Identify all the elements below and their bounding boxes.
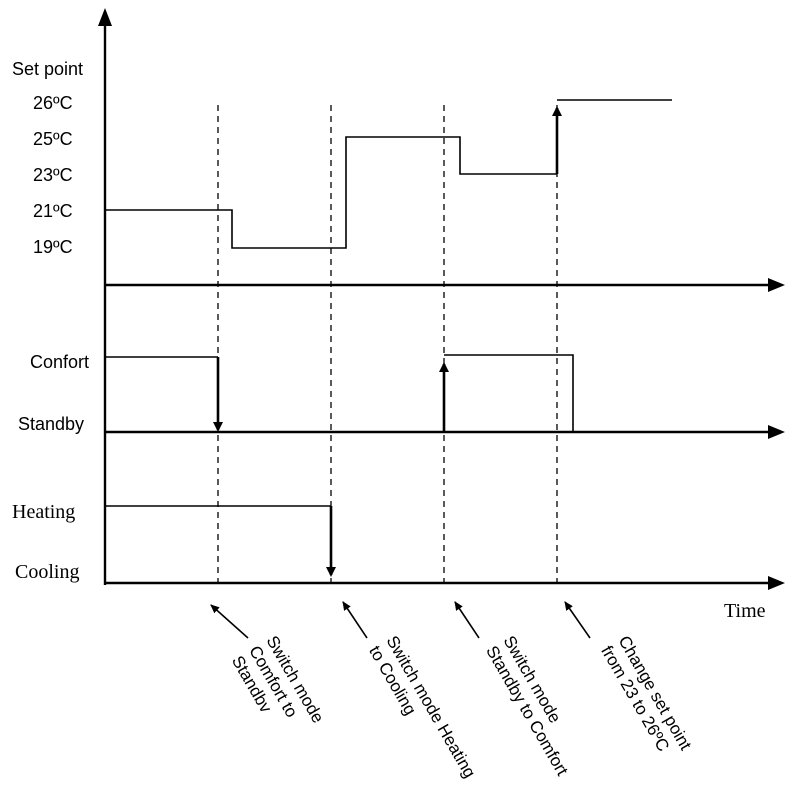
confort-trace-end <box>444 354 574 432</box>
event-note-1: Switch mode Comfort to Standbv <box>228 633 328 727</box>
standby-label: Standby <box>18 414 84 434</box>
event-note-2: Switch mode Heating to Cooling <box>365 633 479 782</box>
time-label: Time <box>724 600 766 622</box>
event-pointer-3 <box>454 601 480 639</box>
event-pointer-2 <box>342 601 368 639</box>
setpoint-axis-arrowhead <box>768 278 785 292</box>
setpoint-title: Set point <box>12 59 83 79</box>
mode-axis-arrowhead <box>768 425 785 439</box>
setpoint-trace <box>105 136 557 249</box>
setpoint-level-19: 19ºC <box>33 237 73 257</box>
heating-label: Heating <box>12 501 75 523</box>
hvac-axis-arrowhead <box>768 576 785 590</box>
cooling-label: Cooling <box>15 561 79 583</box>
event-pointer-1 <box>210 604 249 639</box>
setpoint-level-23: 23ºC <box>33 165 73 185</box>
setpoint-level-25: 25ºC <box>33 129 73 149</box>
event-pointer-4 <box>564 601 591 639</box>
event-note-4: Change set point from 23 to 26ºC <box>597 633 695 755</box>
setpoint-level-26: 26ºC <box>33 93 73 113</box>
setpoint-level-21: 21ºC <box>33 201 73 221</box>
vertical-axis-arrowhead <box>98 8 112 26</box>
event-note-3: Switch mode Standby to Comfort <box>482 633 572 780</box>
confort-label: Confort <box>30 352 89 372</box>
